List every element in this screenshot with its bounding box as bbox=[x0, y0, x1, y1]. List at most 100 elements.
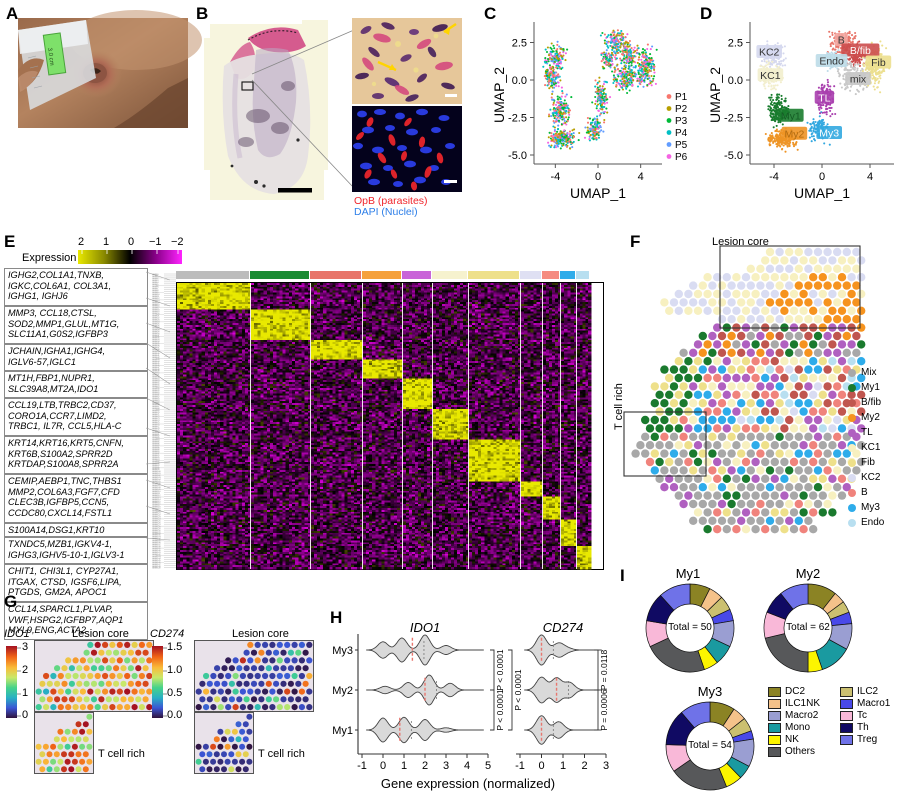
panel-g-ido1-lesion-core-map bbox=[34, 640, 154, 712]
colorbar-tick-1: 1 bbox=[103, 236, 109, 248]
panel-i-legend-label: Treg bbox=[857, 734, 877, 745]
g1-tick-3: 3 bbox=[22, 641, 28, 653]
panel-e-heatmap bbox=[176, 282, 604, 570]
g2-tick-00: 0.0 bbox=[167, 709, 182, 721]
legend-swatch-icon bbox=[768, 722, 781, 733]
panel-i-legend-right: ILC2 Macro1 Tc Th Treg bbox=[840, 686, 900, 746]
panel-f-legend-item: Endo bbox=[848, 515, 900, 530]
g2-tick-10: 1.0 bbox=[167, 664, 182, 676]
panel-i-total-my3: Total = 54 bbox=[662, 740, 758, 751]
panel-f-legend-item: KC2 bbox=[848, 470, 900, 485]
panel-i-legend-item: ILC2 bbox=[840, 686, 900, 697]
legend-swatch-icon bbox=[768, 734, 781, 745]
panel-f-letter: F bbox=[630, 232, 640, 252]
panel-d-umap-plot: -4 0 4 2.5 0.0 -2.5 -5.0 UMAP_1 UMAP_2 KC2 KC1 B B/f… bbox=[707, 12, 900, 212]
legend-dot-icon bbox=[848, 473, 856, 482]
gene-group-box: KRT14,KRT16,KRT5,CNFN, KRT6B,S100A2,SPRR… bbox=[4, 436, 148, 474]
svg-text:0: 0 bbox=[595, 171, 601, 183]
heatmap-column-color-bar bbox=[176, 271, 249, 279]
panel-i-legend-item: NK bbox=[768, 734, 834, 745]
legend-swatch-icon bbox=[840, 710, 853, 721]
heatmap-column-color-bar bbox=[362, 271, 401, 279]
g2-tick-15: 1.5 bbox=[167, 641, 182, 653]
panel-f-legend-item: Mix bbox=[848, 365, 900, 380]
panel-i-donut-title-my2: My2 bbox=[758, 566, 858, 581]
heatmap-column-color-bar bbox=[432, 271, 467, 279]
panel-i-legend-item: Th bbox=[840, 722, 900, 733]
svg-text:-4: -4 bbox=[550, 171, 560, 183]
panel-i-legend-label: Others bbox=[785, 746, 815, 757]
svg-text:My2: My2 bbox=[784, 128, 804, 140]
panel-e-row-dendrogram: GENE0 GENE1 GENE2 GENE3 GENE4 GENE5 GENE6 GENE7… bbox=[150, 272, 176, 570]
panel-g-tcell-rich-label-1: T cell rich bbox=[98, 748, 145, 760]
panel-i-legend-label: Macro1 bbox=[857, 698, 890, 709]
svg-text:TL: TL bbox=[818, 92, 830, 104]
legend-dot-icon bbox=[848, 488, 856, 497]
svg-text:KC2: KC2 bbox=[759, 47, 780, 59]
heatmap-column-color-bar bbox=[402, 271, 431, 279]
panel-f-legend-label: B/fib bbox=[861, 397, 881, 408]
panel-i-legend-item: Mono bbox=[768, 722, 834, 733]
panel-a-photo: 3.0 cm bbox=[18, 10, 202, 128]
gene-group-box: CEMIP,AEBP1,TNC,THBS1 MMP2,COL6A3,FGF7,C… bbox=[4, 474, 148, 523]
panel-b-legend-blue-text: DAPI (Nuclei) bbox=[354, 206, 418, 218]
panel-i-total-my1: Total = 50 bbox=[642, 622, 738, 633]
panel-i-legend-item: Others bbox=[768, 746, 834, 757]
panel-h-xaxis-label: Gene expression (normalized) bbox=[322, 776, 614, 791]
panel-f-spatial-map bbox=[612, 240, 900, 570]
panel-i-legend-label: Mono bbox=[785, 722, 810, 733]
panel-a-letter: A bbox=[6, 4, 18, 24]
legend-dot-icon bbox=[848, 518, 856, 527]
panel-d-letter: D bbox=[700, 4, 712, 24]
svg-text:P5: P5 bbox=[675, 140, 688, 151]
svg-text:0.0: 0.0 bbox=[512, 75, 527, 87]
panel-e-gene-label-boxes: IGHG2,COL1A1,TNXB, IGKC,COL6A1, COL3A1, … bbox=[4, 268, 148, 640]
legend-swatch-icon bbox=[840, 734, 853, 745]
g1-tick-2: 2 bbox=[22, 664, 28, 676]
panel-e-colorbar bbox=[78, 238, 182, 266]
svg-text:UMAP_2: UMAP_2 bbox=[491, 67, 507, 123]
panel-i-legend-label: ILC1NK bbox=[785, 698, 820, 709]
panel-b-legend-red-text: OpB (parasites) bbox=[354, 195, 428, 207]
colorbar-tick-2: 0 bbox=[128, 236, 134, 248]
panel-f-legend-label: My2 bbox=[861, 412, 880, 423]
panel-f-legend-item: My3 bbox=[848, 500, 900, 515]
panel-i-legend-item: Tc bbox=[840, 710, 900, 721]
heatmap-column-color-bar bbox=[250, 271, 309, 279]
panel-g-colorbar-cd274 bbox=[152, 644, 190, 720]
heatmap-column-color-bar bbox=[576, 271, 589, 279]
panel-g-lesion-core-label-1: Lesion core bbox=[72, 628, 129, 640]
panel-b-leader-lines bbox=[246, 28, 366, 194]
panel-g-lesion-core-label-2: Lesion core bbox=[232, 628, 289, 640]
panel-i-legend-label: Macro2 bbox=[785, 710, 818, 721]
panel-b-if-inset bbox=[352, 106, 462, 192]
panel-g-colorbar-ticks-cd274: 1.5 1.0 0.5 0.0 bbox=[167, 641, 197, 722]
panel-g-cd274-lesion-core-map bbox=[194, 640, 314, 712]
svg-text:4: 4 bbox=[638, 171, 644, 183]
panel-g-gene-label-cd274: CD274 bbox=[150, 628, 184, 640]
panel-i-total-my2: Total = 62 bbox=[760, 622, 856, 633]
heatmap-column-color-bar bbox=[560, 271, 575, 279]
gene-group-box: S100A14,DSG1,KRT10 bbox=[4, 523, 148, 537]
panel-f-legend-label: Mix bbox=[861, 367, 877, 378]
panel-f-legend-item: My2 bbox=[848, 410, 900, 425]
svg-text:2.5: 2.5 bbox=[512, 38, 527, 50]
heatmap-column-color-bar bbox=[468, 271, 519, 279]
heatmap-column-color-bar bbox=[520, 271, 541, 279]
heatmap-column-color-bar bbox=[542, 271, 559, 279]
panel-b-legend-nuclei: DAPI (Nuclei) bbox=[354, 202, 418, 220]
svg-text:KC1: KC1 bbox=[760, 70, 781, 82]
svg-text:UMAP_2: UMAP_2 bbox=[707, 67, 723, 123]
legend-dot-icon bbox=[848, 443, 856, 452]
panel-i-legend-label: DC2 bbox=[785, 686, 805, 697]
panel-f-legend: Mix My1 B/fib My2 TL KC1 Fib KC2 B My3 Endo bbox=[848, 365, 900, 530]
colorbar-tick-3: −1 bbox=[149, 236, 162, 248]
panel-e-letter: E bbox=[4, 232, 15, 252]
panel-f-legend-label: My3 bbox=[861, 502, 880, 513]
gene-group-box: IGHG2,COL1A1,TNXB, IGKC,COL6A1, COL3A1, … bbox=[4, 268, 148, 306]
gene-group-box: CHIT1, CHI3L1, CYP27A1, ITGAX, CTSD, IGS… bbox=[4, 564, 148, 602]
panel-i-legend-item: Treg bbox=[840, 734, 900, 745]
panel-i-legend-item: Macro2 bbox=[768, 710, 834, 721]
svg-text:P6: P6 bbox=[675, 152, 688, 163]
legend-dot-icon bbox=[848, 458, 856, 467]
